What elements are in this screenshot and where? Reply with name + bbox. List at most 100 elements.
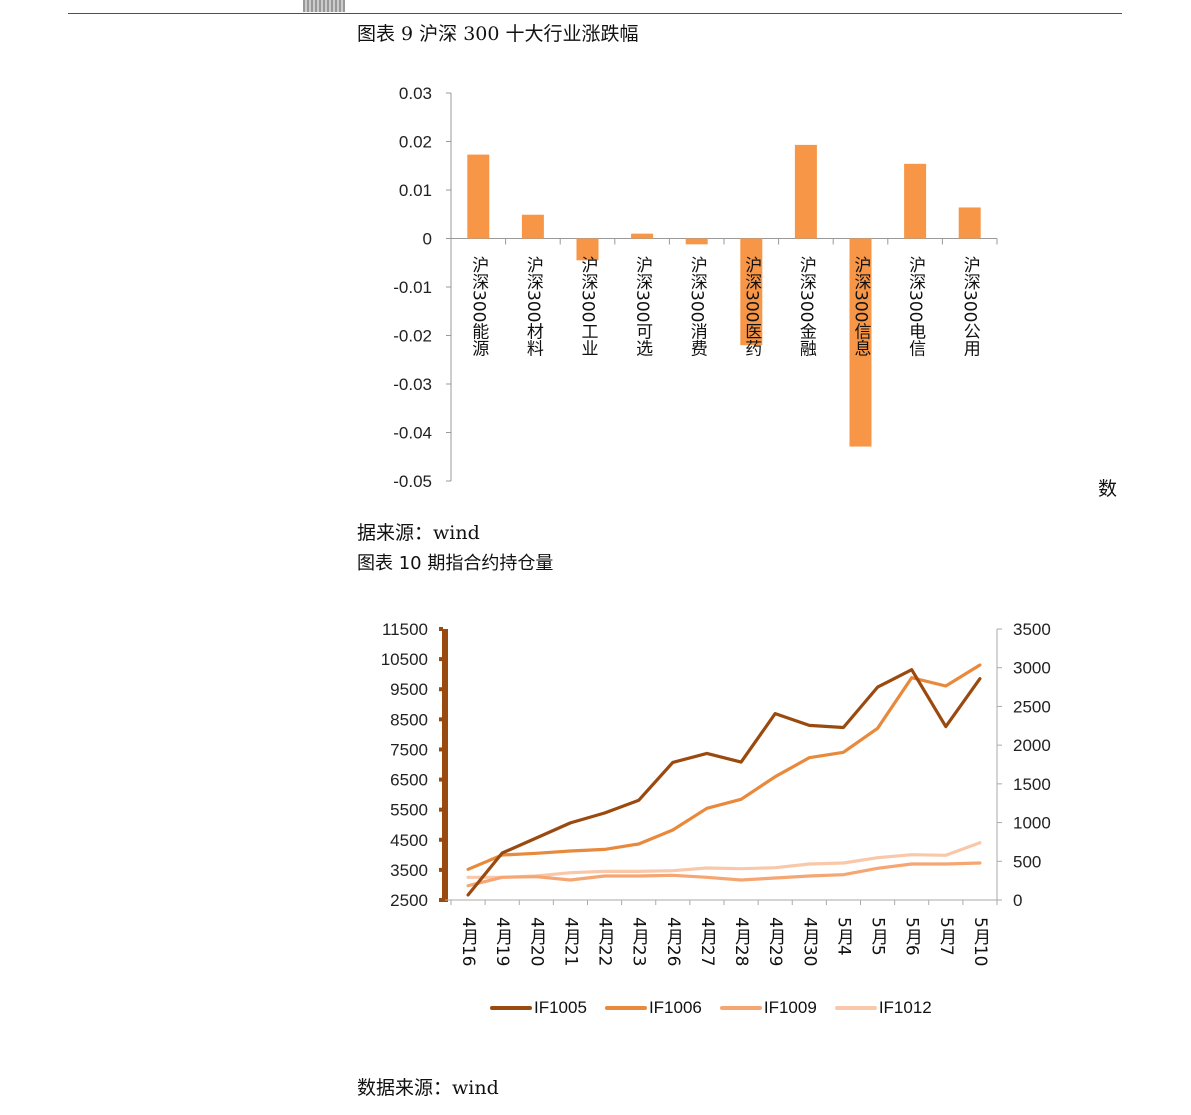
category-label: 沪深300可选 [632,256,653,357]
left-y-axis [442,629,448,902]
category-label: 沪深300能源 [468,256,489,357]
left-y-tick-label: 6500 [390,771,428,790]
left-y-tick-label: 8500 [390,710,428,729]
figure9-caption: 图表 9 沪深 300 十大行业涨跌幅 [357,23,639,45]
bar [521,214,544,239]
date-label: 4月22 [594,917,615,967]
right-y-tick-label: 0 [1013,891,1022,910]
bar [576,238,599,261]
open-interest-line-chart: 11500 10500 9500 8500 7500 6500 5500 4500 3500 25… [381,620,1051,910]
date-label: 4月28 [731,917,752,967]
date-label: 5月10 [969,917,990,967]
right-y-tick-label: 3500 [1013,620,1051,639]
bar [631,233,654,239]
figure10-caption: 图表 10 期指合约持仓量 [357,553,554,574]
bar [794,144,817,239]
category-label: 沪深300金融 [795,256,816,357]
left-y-tick [439,717,443,722]
legend-label: IF1006 [648,998,702,1017]
legend-item: IF1012 [834,998,932,1018]
left-y-tick-label: 7500 [390,740,428,759]
date-label: 5月7 [935,917,956,956]
legend-label: IF1009 [763,998,817,1017]
source-text-part1: 数 [1098,478,1118,500]
category-label: 沪深300消费 [686,256,707,357]
category-label: 沪深300材料 [522,256,543,357]
header-rule [68,13,1122,14]
legend-label: IF1012 [878,998,932,1017]
legend-swatch [490,1006,532,1010]
source-text-part2: 据来源：wind [357,522,480,544]
left-y-tick-label: 5500 [390,801,428,820]
left-y-tick [439,867,443,872]
header-stamp [303,0,345,12]
left-y-tick [439,687,443,692]
y-tick-label: -0.01 [393,278,432,297]
right-y-tick-label: 500 [1013,852,1041,871]
y-tick-label: 0.03 [399,84,432,103]
left-y-tick [439,807,443,812]
date-label: 5月6 [901,917,922,956]
date-label: 5月5 [867,917,888,956]
category-label: 沪深300工业 [577,256,598,357]
date-label: 4月29 [765,917,786,967]
left-y-tick [439,657,443,662]
right-y-tick-label: 2500 [1013,697,1051,716]
bar [849,238,872,447]
left-y-tick [439,898,443,902]
date-label: 4月26 [662,917,683,967]
series-line-if1006 [466,663,982,871]
chart-legend: IF1005 IF1006 IF1009 IF1012 [490,998,932,1018]
left-y-tick-label: 4500 [390,831,428,850]
date-label: 5月4 [833,917,854,956]
y-tick-label: -0.04 [393,424,432,443]
bar [740,238,763,346]
category-label: 沪深300公用 [959,256,980,357]
category-label: 沪深300电信 [905,256,926,357]
left-y-tick-label: 9500 [390,680,428,699]
y-tick-label: 0.01 [399,181,432,200]
date-label: 4月27 [696,917,717,967]
y-tick-label: -0.02 [393,327,432,346]
figure10-source: 数据来源：wind [357,1077,499,1099]
category-label: 沪深300信息 [850,256,871,357]
right-y-tick-label: 2000 [1013,736,1051,755]
date-label: 4月30 [799,917,820,967]
legend-swatch [604,1006,647,1010]
series-line-if1005 [466,668,982,897]
legend-item: IF1006 [604,998,702,1018]
series-line-if1009 [466,861,982,888]
legend-item: IF1009 [719,998,817,1018]
date-label: 4月20 [526,917,547,967]
series-line-if1012 [466,841,982,879]
left-y-tick [439,747,443,752]
bar [904,163,927,239]
left-y-tick-label: 3500 [390,861,428,880]
y-tick-label: 0 [423,230,432,249]
right-y-tick-label: 3000 [1013,659,1051,678]
legend-label: IF1005 [534,998,587,1017]
date-label: 4月16 [458,917,479,967]
left-y-tick-label: 11500 [382,620,428,639]
industry-bar-chart: 0.03 0.02 0.01 0 -0.01 -0.02 -0.03 -0.04 -0.05 [393,84,998,491]
bar [958,207,981,239]
left-y-tick-label: 10500 [381,650,428,669]
category-label: 沪深300医药 [741,256,762,357]
date-label: 4月19 [492,917,513,967]
right-y-tick-label: 1000 [1013,814,1051,833]
left-y-tick [439,627,443,631]
right-y-tick-label: 1500 [1013,775,1051,794]
y-tick-label: -0.05 [393,472,432,491]
date-label: 4月23 [628,917,649,967]
bar [467,154,490,239]
legend-swatch [834,1006,877,1010]
left-y-tick [439,837,443,842]
y-tick-label: 0.02 [399,133,432,152]
bar [685,238,708,245]
legend-swatch [719,1006,762,1010]
left-y-tick [439,777,443,782]
left-y-tick-label: 2500 [390,891,428,910]
date-label: 4月21 [560,917,581,967]
legend-item: IF1005 [490,998,587,1018]
y-tick-label: -0.03 [393,375,432,394]
